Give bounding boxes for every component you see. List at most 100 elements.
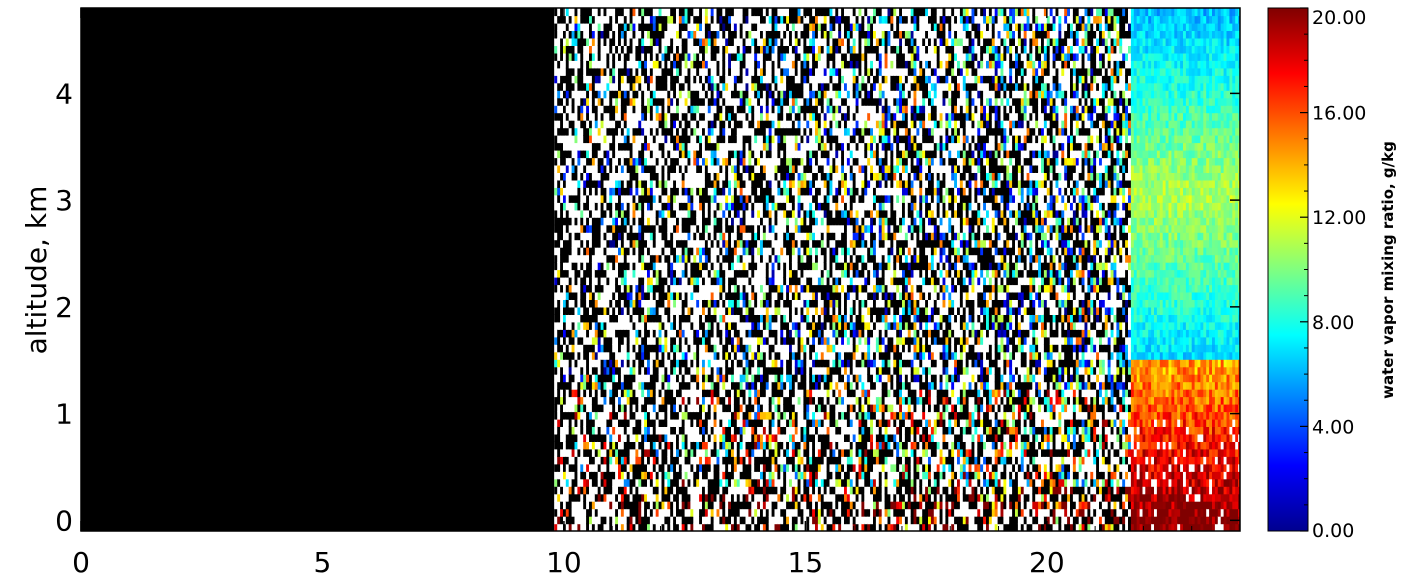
heatmap-cell [647, 75, 651, 84]
heatmap-cell [681, 336, 686, 345]
heatmap-cell [600, 150, 605, 159]
heatmap-cell [655, 247, 660, 256]
heatmap-cell [554, 37, 558, 46]
heatmap-cell [565, 411, 570, 420]
heatmap-cell [644, 314, 648, 323]
heatmap-cell [713, 22, 718, 31]
heatmap-cell [597, 306, 602, 315]
heatmap-cell [603, 516, 607, 525]
heatmap-cell [594, 359, 599, 368]
heatmap-cell [615, 254, 619, 263]
heatmap-cell [667, 404, 671, 413]
heatmap-cell [676, 172, 680, 181]
heatmap-cell [713, 463, 718, 472]
heatmap-cell [577, 135, 581, 144]
heatmap-cell [629, 411, 634, 420]
heatmap-cell [664, 404, 668, 413]
heatmap-cell [644, 135, 648, 144]
heatmap-cell [652, 366, 657, 375]
heatmap-cell [661, 194, 665, 203]
heatmap-cell [641, 60, 645, 69]
heatmap-cell [600, 463, 605, 472]
heatmap-cell [713, 75, 718, 84]
heatmap-cell [658, 254, 663, 263]
heatmap-cell [586, 8, 590, 17]
heatmap-cell [702, 82, 706, 91]
heatmap-cell [702, 478, 706, 487]
heatmap-cell [647, 232, 651, 241]
heatmap-cell [716, 157, 720, 166]
heatmap-cell [713, 97, 718, 106]
heatmap-cell [583, 239, 587, 248]
heatmap-cell [670, 150, 674, 159]
heatmap-cell [719, 486, 723, 495]
heatmap-cell [618, 209, 622, 218]
heatmap-cell [687, 60, 691, 69]
heatmap-cell [586, 15, 590, 24]
heatmap-cell [649, 30, 654, 39]
heatmap-cell [626, 321, 631, 330]
heatmap-cell [658, 30, 663, 39]
heatmap-cell [594, 396, 599, 405]
heatmap-cell [629, 82, 634, 91]
heatmap-cell [577, 508, 581, 517]
heatmap-cell [655, 127, 660, 136]
heatmap-cell [704, 291, 709, 300]
heatmap-cell [681, 120, 686, 129]
heatmap-cell [684, 209, 689, 218]
heatmap-cell [673, 501, 677, 510]
heatmap-cell [707, 471, 712, 480]
heatmap-cell [667, 15, 671, 24]
heatmap-cell [600, 247, 605, 256]
heatmap-cell [704, 381, 709, 390]
heatmap-cell [704, 314, 709, 323]
heatmap-cell [713, 232, 718, 241]
heatmap-cell [632, 75, 636, 84]
heatmap-cell [563, 15, 567, 24]
heatmap-cell [676, 351, 680, 360]
heatmap-cell [557, 172, 561, 181]
heatmap-cell [580, 366, 584, 375]
heatmap-cell [557, 359, 561, 368]
heatmap-cell [626, 105, 631, 114]
heatmap-cell [563, 247, 567, 256]
heatmap-cell [586, 150, 590, 159]
heatmap-cell [684, 463, 689, 472]
heatmap-cell [571, 135, 576, 144]
heatmap-cell [661, 508, 665, 517]
heatmap-cell [600, 262, 605, 271]
heatmap-cell [638, 239, 642, 248]
heatmap-cell [626, 112, 631, 121]
heatmap-cell [658, 187, 663, 196]
heatmap-cell [629, 291, 634, 300]
heatmap-cell [707, 411, 712, 420]
heatmap-cell [600, 112, 605, 121]
heatmap-cell [600, 433, 605, 442]
heatmap-cell [676, 120, 680, 129]
heatmap-cell [586, 97, 590, 106]
heatmap-cell [716, 209, 720, 218]
heatmap-cell [690, 202, 694, 211]
heatmap-cell [623, 142, 628, 151]
heatmap-cell [647, 224, 651, 233]
heatmap-cell [635, 426, 639, 435]
heatmap-cell [632, 150, 636, 159]
heatmap-cell [583, 135, 587, 144]
heatmap-cell [583, 269, 587, 278]
heatmap-cell [620, 314, 625, 323]
heatmap-cell [574, 381, 578, 390]
heatmap-cell [678, 239, 683, 248]
heatmap-cell [638, 30, 642, 39]
heatmap-cell [597, 493, 602, 502]
heatmap-cell [649, 179, 654, 188]
heatmap-cell [594, 433, 599, 442]
heatmap-cell [696, 366, 700, 375]
heatmap-cell [623, 448, 628, 457]
heatmap-cell [713, 321, 718, 330]
heatmap-cell [667, 336, 671, 345]
heatmap-cell [661, 135, 665, 144]
heatmap-cell [670, 120, 674, 129]
heatmap-cell [589, 418, 593, 427]
heatmap-cell [594, 284, 599, 293]
heatmap-cell [554, 194, 558, 203]
